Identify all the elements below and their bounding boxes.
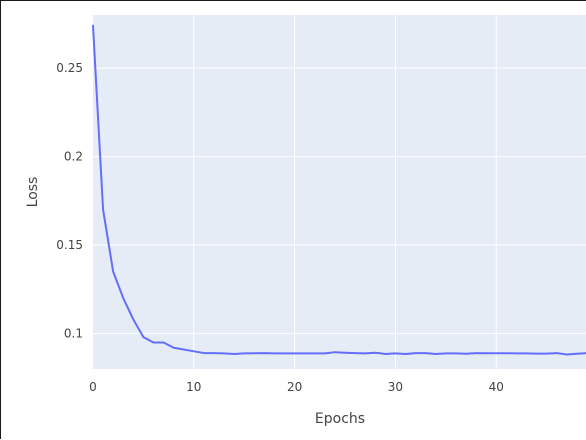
x-axis-ticks: 0 10 20 30 40 [89,380,504,394]
x-tick-label: 40 [489,380,504,394]
x-tick-label: 10 [186,380,201,394]
y-axis-title: Loss [25,177,41,208]
grid-lines [93,15,586,369]
y-tick-label: 0.15 [56,238,83,252]
series-group [92,24,586,356]
x-tick-label: 20 [287,380,302,394]
loss-series-line [92,24,586,356]
plot-area [93,15,586,369]
y-tick-label: 0.1 [64,327,83,341]
x-tick-label: 30 [388,380,403,394]
y-axis-ticks: 0.1 0.15 0.2 0.25 [56,61,83,341]
x-tick-label: 0 [89,380,97,394]
y-tick-label: 0.25 [56,61,83,75]
x-axis-title: Epochs [315,411,365,427]
y-tick-label: 0.2 [64,150,83,164]
